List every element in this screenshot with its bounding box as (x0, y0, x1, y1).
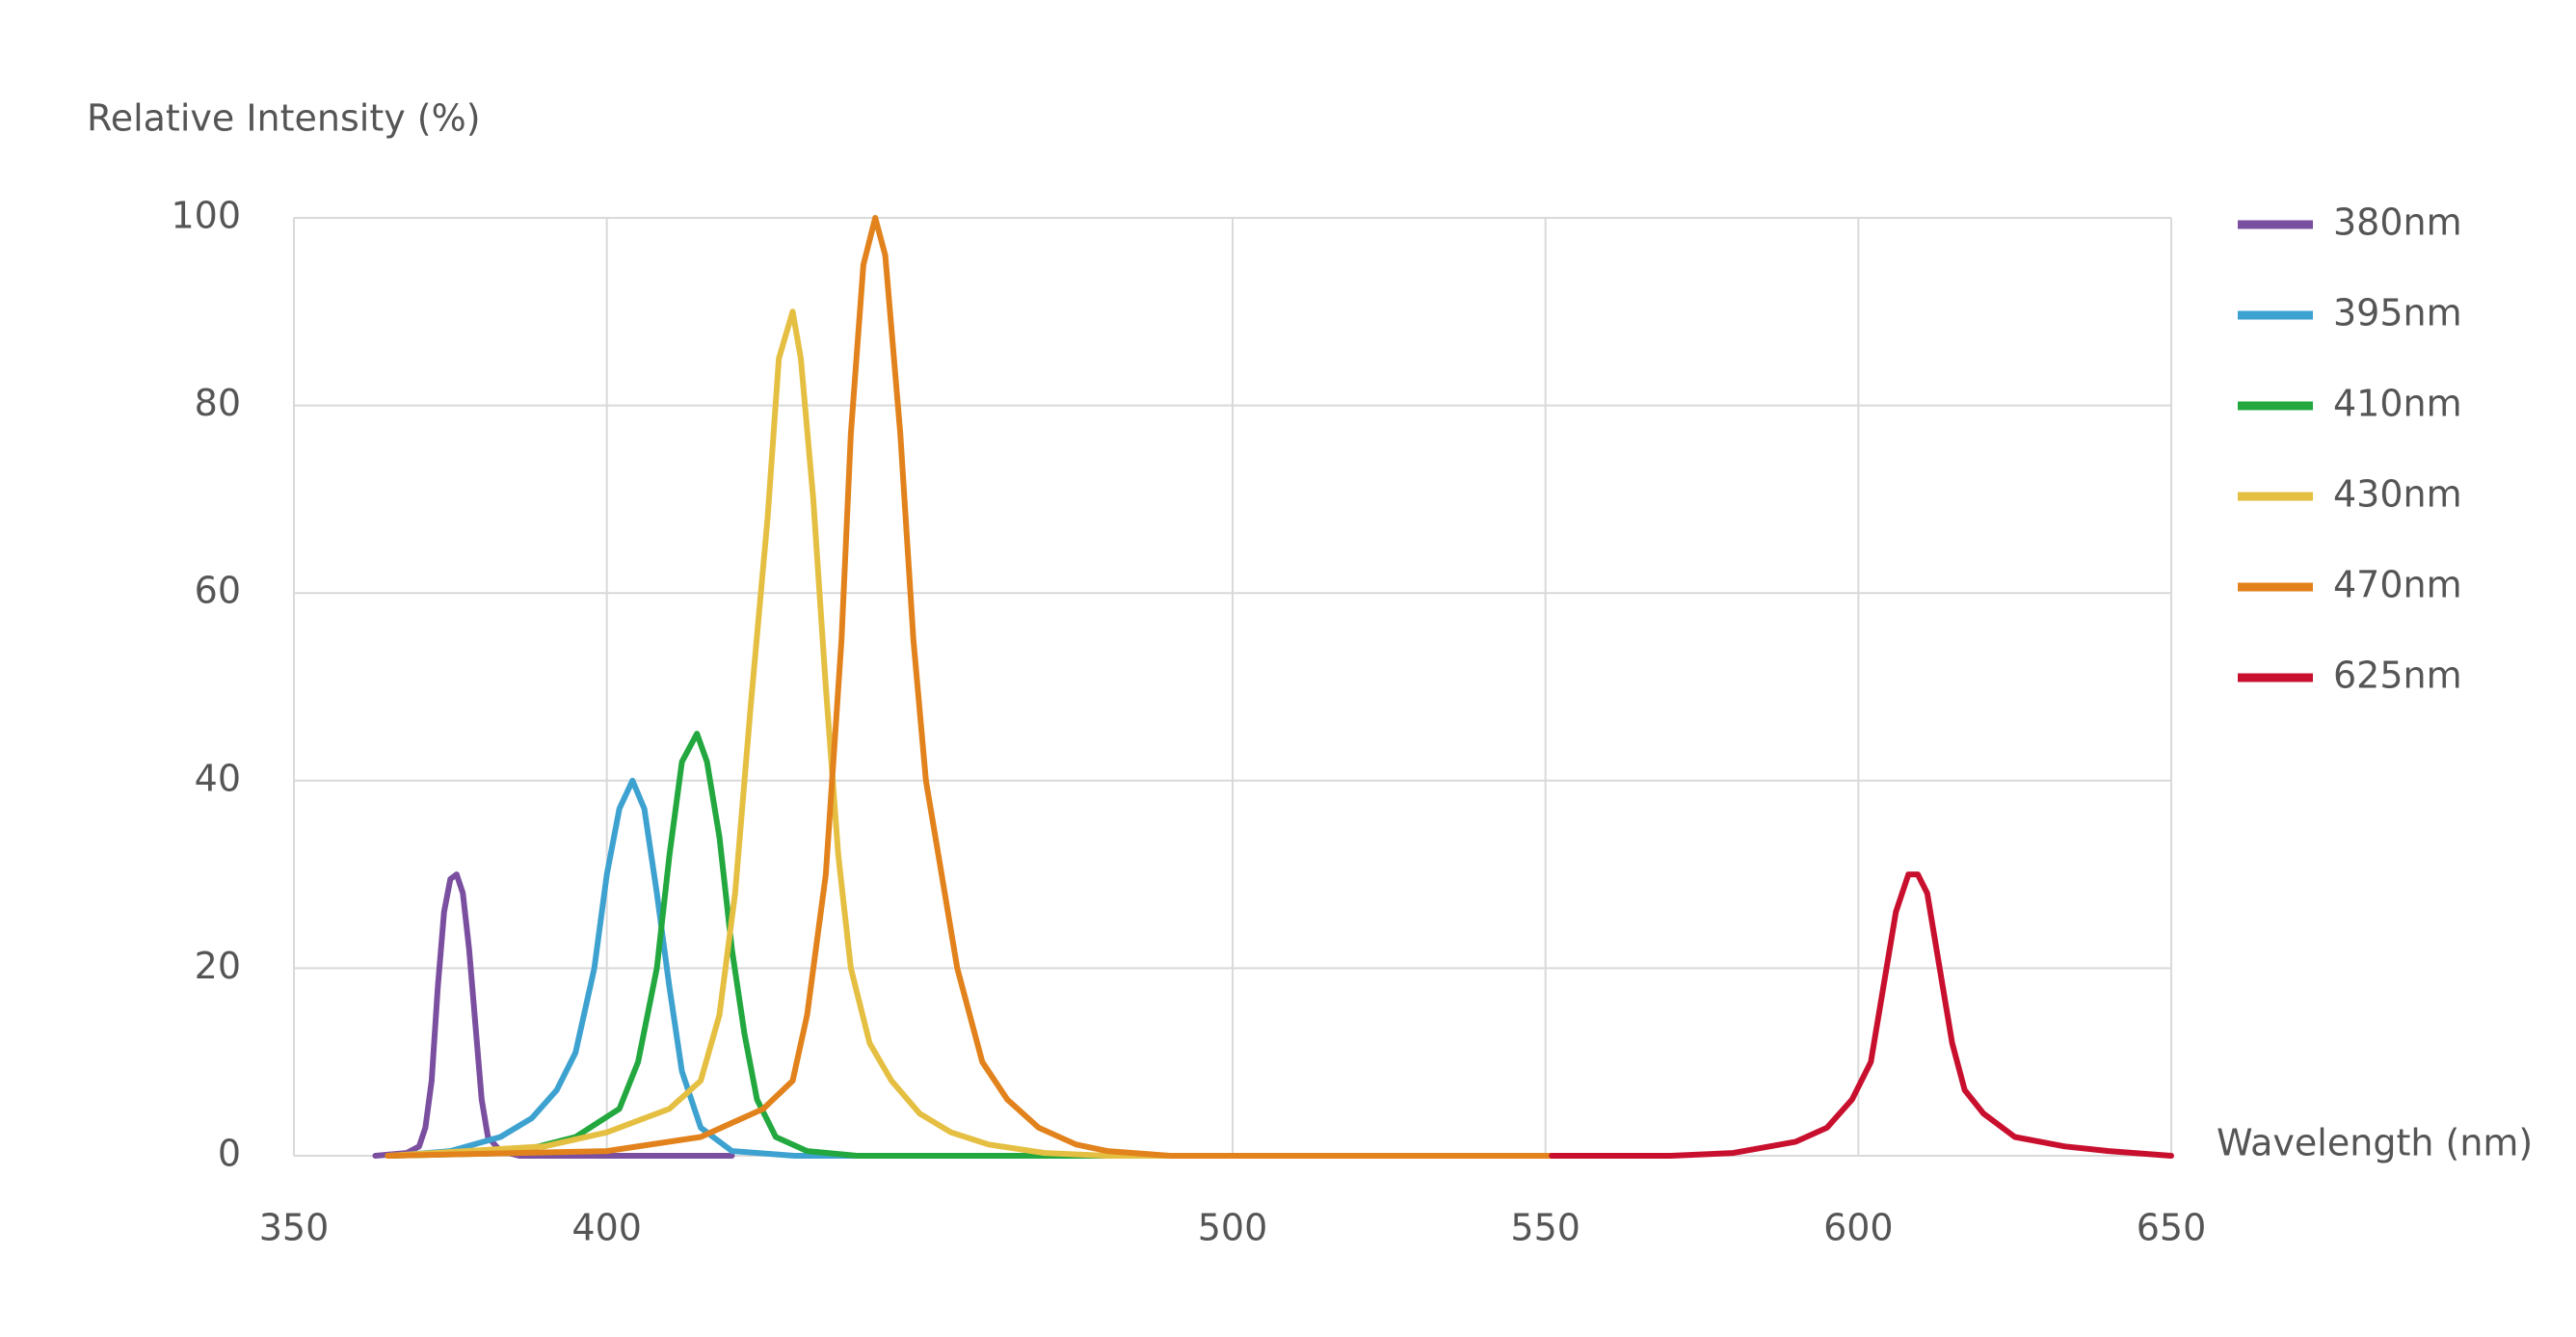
y-tick-label: 60 (195, 570, 241, 612)
legend-label: 395nm (2333, 292, 2462, 334)
y-axis-label: Relative Intensity (%) (87, 97, 481, 140)
y-tick-label: 40 (195, 757, 241, 799)
x-tick-label: 600 (1823, 1207, 1894, 1249)
y-tick-label: 0 (218, 1133, 241, 1175)
series-line (385, 215, 1555, 1159)
legend-label: 625nm (2333, 655, 2462, 697)
legend-label: 380nm (2333, 201, 2462, 244)
x-axis-label: Wavelength (nm) (2217, 1122, 2533, 1164)
series-line (372, 871, 735, 1159)
y-tick-label: 100 (171, 195, 241, 237)
legend-label: 410nm (2333, 383, 2462, 425)
x-tick-label: 550 (1510, 1207, 1580, 1249)
series-line (385, 308, 1555, 1159)
x-tick-label: 650 (2137, 1207, 2207, 1249)
series-line (385, 731, 1235, 1159)
series-line (1549, 871, 2174, 1159)
x-tick-label: 400 (571, 1207, 642, 1249)
x-tick-label: 350 (259, 1207, 330, 1249)
legend-label: 430nm (2333, 473, 2462, 516)
x-tick-label: 500 (1198, 1207, 1268, 1249)
y-tick-label: 20 (195, 945, 241, 987)
legend-label: 470nm (2333, 564, 2462, 606)
y-tick-label: 80 (195, 382, 241, 424)
